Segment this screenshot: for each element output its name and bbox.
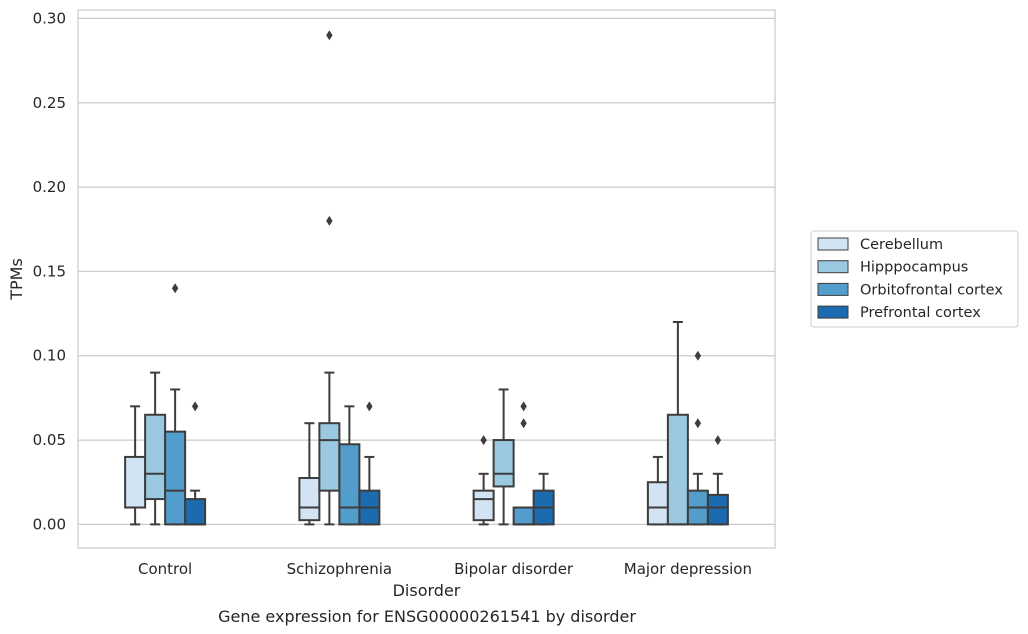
box-cerebellum bbox=[298, 422, 321, 526]
outlier-point bbox=[714, 435, 722, 446]
y-tick-label: 0.05 bbox=[33, 431, 66, 449]
box-hipppocampus bbox=[666, 321, 689, 526]
box-iqr bbox=[318, 422, 341, 492]
box-iqr bbox=[492, 439, 515, 488]
outlier-point bbox=[326, 215, 333, 226]
box-iqr bbox=[512, 506, 535, 526]
legend-label: Hipppocampus bbox=[860, 260, 968, 276]
box-iqr bbox=[124, 455, 147, 509]
box-hipppocampus bbox=[144, 371, 167, 526]
y-tick-label: 0.15 bbox=[33, 262, 66, 280]
box-prefrontal-cortex bbox=[184, 401, 207, 526]
legend-swatch bbox=[817, 237, 849, 251]
box-orbitofrontal-cortex bbox=[686, 350, 709, 526]
outlier-point bbox=[694, 418, 702, 429]
legend-label: Cerebellum bbox=[860, 237, 943, 253]
plot-frame bbox=[77, 9, 776, 549]
box-iqr bbox=[472, 489, 495, 522]
y-tick-label: 0.25 bbox=[33, 94, 66, 112]
y-tick-label: 0.00 bbox=[33, 515, 66, 533]
y-axis-label: TPMs bbox=[7, 258, 26, 301]
outlier-point bbox=[520, 418, 527, 429]
box-iqr bbox=[666, 413, 689, 526]
grid-lines bbox=[78, 17, 775, 526]
box-prefrontal-cortex bbox=[532, 472, 555, 526]
y-axis-ticks: 0.00 0.05 0.10 0.15 0.20 0.25 0.30 bbox=[33, 9, 66, 533]
legend-frame bbox=[810, 230, 1019, 328]
box-hipppocampus bbox=[318, 30, 341, 526]
outlier-point bbox=[480, 435, 487, 446]
y-tick-label: 0.10 bbox=[33, 347, 66, 365]
outlier-point bbox=[171, 283, 179, 294]
box-prefrontal-cortex bbox=[706, 435, 729, 526]
x-tick-label: Schizophrenia bbox=[287, 560, 392, 578]
x-axis-ticks: Control Schizophrenia Bipolar disorder Majo… bbox=[138, 560, 752, 578]
legend-swatch bbox=[817, 260, 849, 274]
box-plots bbox=[124, 30, 729, 526]
box-iqr bbox=[298, 477, 321, 522]
legend-label: Prefrontal cortex bbox=[860, 305, 981, 321]
box-iqr bbox=[706, 493, 729, 526]
x-tick-label: Control bbox=[138, 560, 192, 578]
outlier-point bbox=[520, 401, 527, 412]
box-cerebellum bbox=[646, 455, 669, 526]
legend-swatch bbox=[817, 282, 849, 296]
box-iqr bbox=[184, 498, 207, 526]
box-cerebellum bbox=[124, 405, 147, 526]
box-cerebellum bbox=[472, 435, 495, 526]
legend-swatch bbox=[817, 305, 849, 319]
box-iqr bbox=[164, 430, 187, 526]
outlier-point bbox=[191, 401, 199, 412]
y-tick-label: 0.20 bbox=[33, 178, 66, 196]
outlier-point bbox=[366, 401, 373, 412]
outlier-point bbox=[694, 350, 702, 361]
outlier-point bbox=[326, 30, 333, 41]
x-axis-label: Disorder bbox=[393, 581, 461, 600]
box-iqr bbox=[144, 413, 167, 501]
box-orbitofrontal-cortex bbox=[164, 283, 187, 526]
figure-caption: Gene expression for ENSG00000261541 by d… bbox=[218, 607, 636, 626]
legend-label: Orbitofrontal cortex bbox=[860, 282, 1003, 298]
y-tick-label: 0.30 bbox=[33, 9, 66, 27]
box-prefrontal-cortex bbox=[358, 401, 381, 526]
x-tick-label: Bipolar disorder bbox=[454, 560, 574, 578]
box-orbitofrontal-cortex bbox=[512, 401, 535, 526]
box-orbitofrontal-cortex bbox=[338, 405, 361, 526]
legend: Cerebellum Hipppocampus Orbitofrontal cort… bbox=[810, 230, 1019, 328]
x-tick-label: Major depression bbox=[624, 560, 752, 578]
box-iqr bbox=[646, 481, 669, 526]
box-iqr bbox=[338, 443, 361, 526]
box-hipppocampus bbox=[492, 388, 515, 526]
